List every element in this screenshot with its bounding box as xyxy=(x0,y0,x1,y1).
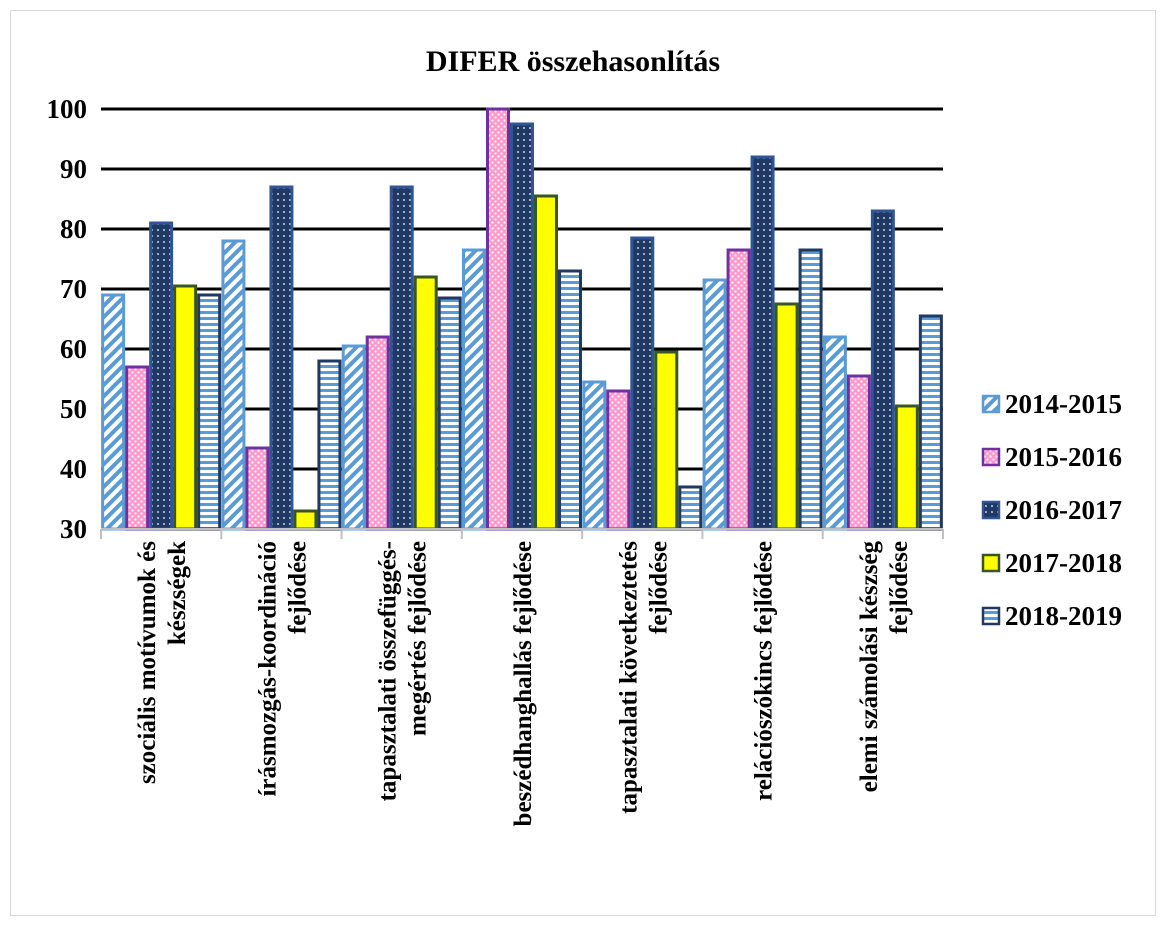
chart-title: DIFER összehasonlítás xyxy=(426,45,720,78)
y-tick-label: 90 xyxy=(60,154,87,184)
bar xyxy=(750,155,775,531)
chart-frame: DIFER összehasonlítás 30 40 50 60 70 80 90 100 … xyxy=(10,10,1156,916)
bar xyxy=(870,209,895,531)
x-tick-label-line: fejlődése xyxy=(284,541,311,634)
x-tick-label-line: fejlődése xyxy=(645,541,672,634)
bar xyxy=(149,221,174,531)
bar xyxy=(197,293,222,531)
bar xyxy=(462,248,486,531)
bar xyxy=(221,239,246,531)
bar xyxy=(822,335,847,531)
x-tick-label-line: beszédhanghallás fejlődése xyxy=(510,541,537,826)
bar xyxy=(606,389,631,531)
legend-item: 2015-2016 xyxy=(981,442,1122,472)
x-tick-label: beszédhanghallás fejlődése xyxy=(510,541,537,826)
bar xyxy=(678,485,703,531)
bar xyxy=(582,380,607,531)
bar xyxy=(654,350,679,531)
x-tick-label: tapasztalati következtetés fejlődése xyxy=(615,541,672,814)
x-tick-label-line: írásmozgás-koordináció xyxy=(254,541,281,797)
x-tick-label-line: tapasztalati összefüggés- xyxy=(375,541,402,801)
legend-item: 2018-2019 xyxy=(981,601,1122,631)
x-tick-label-line: megértés fejlődése xyxy=(405,541,432,736)
bar xyxy=(846,374,871,531)
bar-chart: DIFER összehasonlítás 30405060708090100 … xyxy=(47,45,1123,827)
x-tick-label: relációszókincs fejlődése xyxy=(751,541,778,801)
legend-item: 2016-2017 xyxy=(981,495,1122,525)
legend-swatch xyxy=(981,553,1001,573)
bar xyxy=(486,107,510,531)
bar xyxy=(101,293,126,531)
legend-item: 2014-2015 xyxy=(981,389,1122,419)
legend-label: 2015-2016 xyxy=(1005,442,1122,472)
bar xyxy=(534,194,558,531)
x-axis-ticks: szociális motívumok és készségek írásmozgá… xyxy=(134,541,913,827)
bar xyxy=(774,302,799,531)
x-tick-label: tapasztalati összefüggés-megértés fejlőd… xyxy=(375,541,432,801)
bar xyxy=(293,509,318,531)
y-axis-ticks: 30 40 50 60 70 80 90 100 xyxy=(47,94,88,544)
x-tick-label: szociális motívumok és készségek xyxy=(134,541,191,784)
y-tick-label: 60 xyxy=(60,334,87,364)
bar xyxy=(317,359,342,531)
bar xyxy=(918,314,943,531)
y-tick-label: 40 xyxy=(60,454,87,484)
x-tick-label: írásmozgás-koordináció fejlődése xyxy=(254,541,311,797)
bar xyxy=(702,278,727,531)
bar xyxy=(245,446,270,531)
x-tick-label-line: tapasztalati következtetés xyxy=(615,541,642,814)
x-tick-label-line: szociális motívumok és xyxy=(134,541,161,784)
x-tick-label-line: fejlődése xyxy=(886,541,913,634)
bar xyxy=(365,335,390,531)
y-tick-label: 30 xyxy=(60,514,87,544)
bar xyxy=(798,248,823,531)
bar xyxy=(510,122,534,531)
bar xyxy=(389,185,414,531)
y-tick-label: 50 xyxy=(60,394,87,424)
y-tick-label: 70 xyxy=(60,274,87,304)
legend-label: 2014-2015 xyxy=(1005,389,1122,419)
x-axis xyxy=(100,528,944,539)
y-tick-label: 80 xyxy=(60,214,87,244)
bars xyxy=(101,107,943,531)
bar xyxy=(630,236,655,531)
legend-label: 2018-2019 xyxy=(1005,601,1122,631)
legend-label: 2017-2018 xyxy=(1005,548,1122,578)
x-tick-label-line: készségek xyxy=(164,541,191,645)
legend-swatch xyxy=(981,606,1001,626)
bar xyxy=(173,284,198,531)
bar xyxy=(726,248,751,531)
bar xyxy=(894,404,919,531)
bar xyxy=(341,344,366,531)
legend-swatch xyxy=(981,500,1001,520)
legend-item: 2017-2018 xyxy=(981,548,1122,578)
x-tick-label-line: relációszókincs fejlődése xyxy=(751,541,778,801)
x-tick-label: elemi számolási készség fejlődése xyxy=(856,541,913,793)
legend-swatch xyxy=(981,394,1001,414)
legend-label: 2016-2017 xyxy=(1005,495,1122,525)
legend: 2014-2015 2015-2016 2016-2017 2017-2018 2018… xyxy=(981,389,1122,631)
bar xyxy=(437,296,462,531)
bar xyxy=(269,185,294,531)
bar xyxy=(125,365,150,531)
bar xyxy=(558,269,582,531)
bar xyxy=(413,275,438,531)
y-tick-label: 100 xyxy=(47,94,88,124)
x-tick-label-line: elemi számolási készség xyxy=(856,541,883,793)
legend-swatch xyxy=(981,447,1001,467)
